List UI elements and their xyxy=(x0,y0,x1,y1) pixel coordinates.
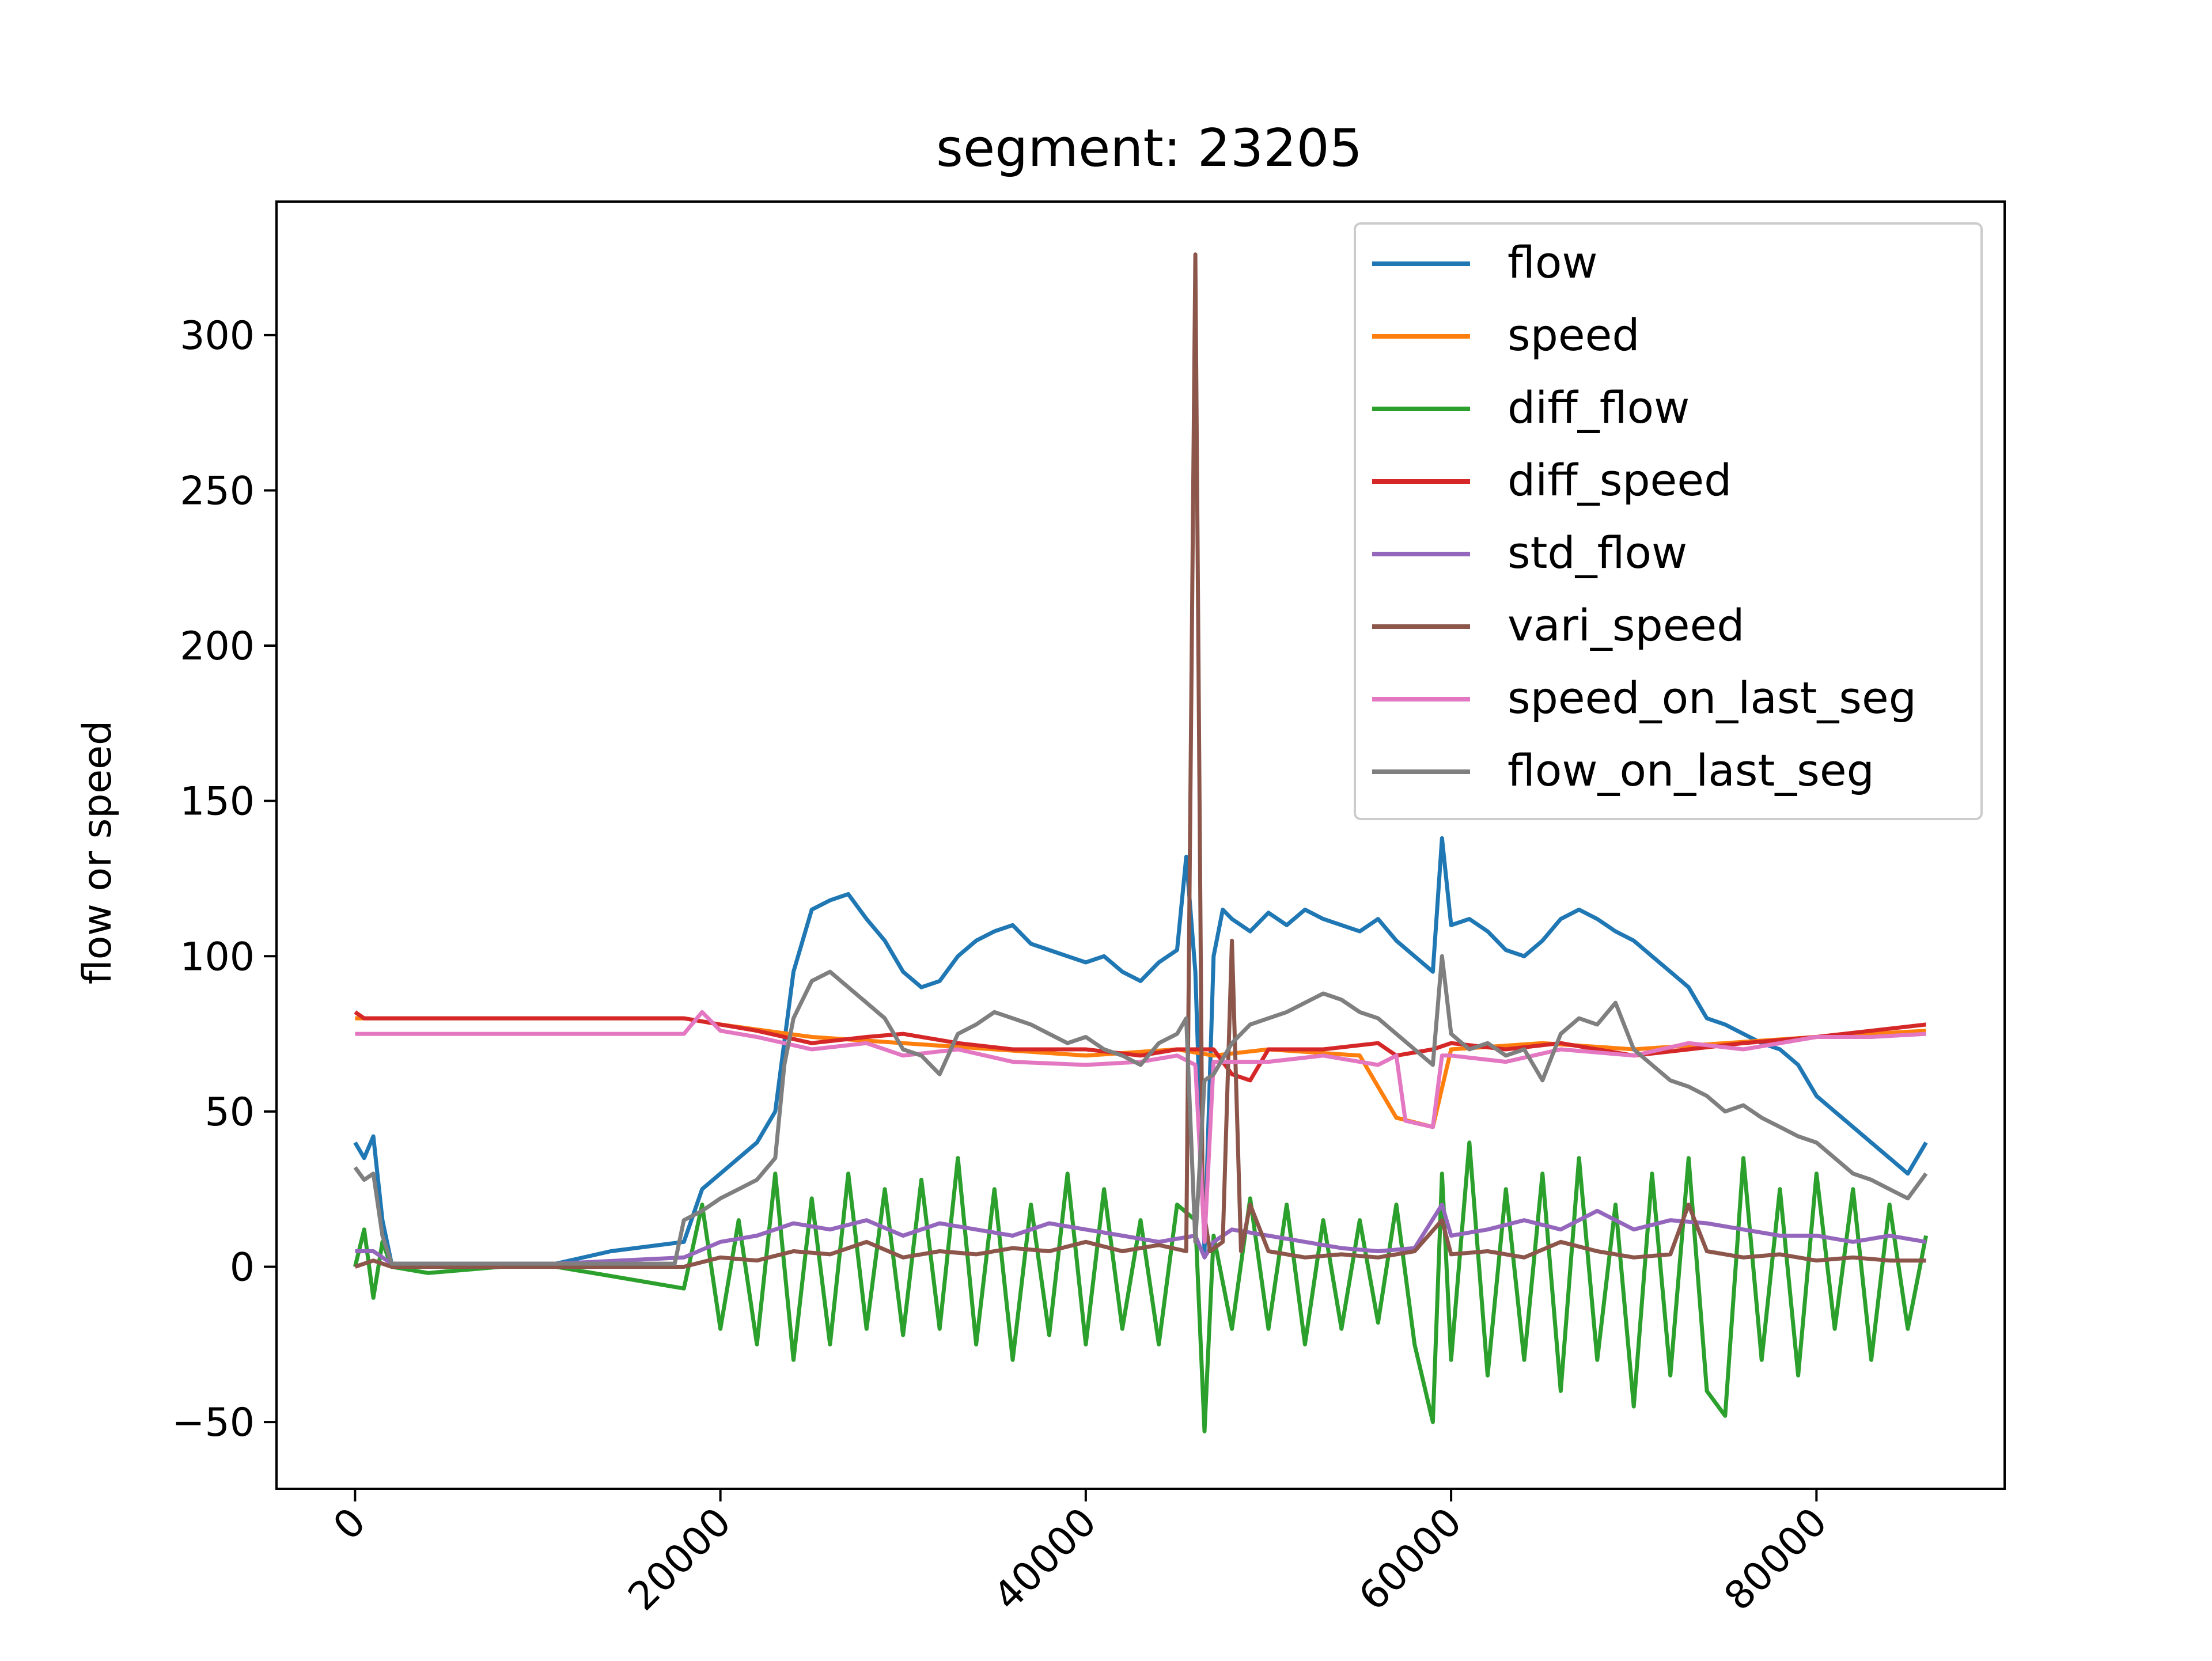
plot-frame xyxy=(275,200,2006,1490)
legend-label: std_flow xyxy=(1508,527,1687,578)
series-line-vari-speed xyxy=(354,252,1926,1269)
series-layer xyxy=(353,252,1929,1434)
y-axis-label: flow or speed xyxy=(75,720,120,984)
y-tick-label: 200 xyxy=(180,624,255,669)
series-line-diff-flow xyxy=(353,1140,1929,1434)
y-tick-label: −50 xyxy=(172,1400,255,1446)
legend-label: diff_speed xyxy=(1508,454,1732,506)
legend-label: diff_flow xyxy=(1508,382,1690,433)
series-line-flow xyxy=(353,836,1928,1266)
y-tick-label: 300 xyxy=(180,313,255,359)
y-tick-label: 150 xyxy=(180,779,255,825)
y-axis: −50 0 50 100 150 200 250 300 xyxy=(172,313,276,1446)
y-tick-label: 0 xyxy=(230,1245,255,1290)
y-tick-label: 50 xyxy=(204,1090,255,1135)
plot-area xyxy=(353,252,1929,1434)
y-tick-label: 100 xyxy=(180,934,255,980)
legend-box xyxy=(1354,222,1983,820)
series-line-flow-on-last-seg xyxy=(353,954,1928,1266)
chart-title: segment: 23205 xyxy=(936,118,1362,179)
y-tick-label: 250 xyxy=(180,468,255,514)
legend-label: speed xyxy=(1508,309,1640,361)
legend-label: flow_on_last_seg xyxy=(1508,745,1874,796)
legend-label: flow xyxy=(1508,237,1598,288)
legend: flow speed diff_flow diff_speed std_flowvari… xyxy=(1354,222,1983,820)
legend-label: vari_speed xyxy=(1508,600,1745,651)
legend-label: speed_on_last_seg xyxy=(1508,672,1916,723)
